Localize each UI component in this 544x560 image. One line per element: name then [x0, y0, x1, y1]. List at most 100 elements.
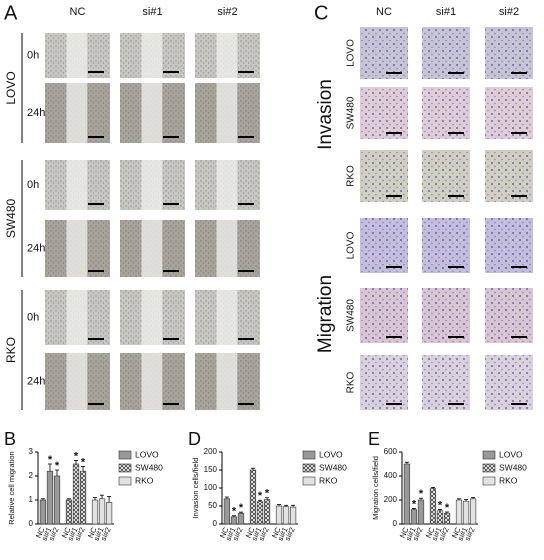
legend-label: LOVO — [319, 449, 343, 459]
y-tick-label: 100 — [204, 483, 218, 492]
bar — [455, 499, 463, 525]
time-label: 0h — [27, 311, 39, 323]
micrograph-texture — [360, 218, 408, 273]
significance-mark: * — [412, 498, 417, 510]
legend-swatch — [302, 476, 316, 486]
legend-label: RKO — [135, 475, 154, 485]
micrograph-texture — [422, 150, 470, 202]
y-tick-label: 0 — [213, 519, 218, 528]
bar — [403, 463, 411, 525]
column-header: si#1 — [436, 6, 456, 18]
cell-line-label: RKO — [346, 165, 357, 187]
section-label: Invasion — [315, 79, 336, 150]
bar — [282, 506, 290, 525]
significance-mark: * — [74, 450, 79, 462]
legend-swatch — [118, 463, 132, 473]
wound-area — [66, 33, 88, 78]
micrograph-texture — [422, 355, 470, 410]
cell-line-label: SW480 — [346, 96, 357, 129]
y-tick-label: 2 — [29, 471, 34, 480]
x-tick-label: NC — [398, 525, 411, 539]
legend-label: LOVO — [499, 449, 523, 459]
y-tick-label: 600 — [384, 447, 398, 456]
bar — [443, 512, 451, 525]
bar — [469, 498, 477, 525]
column-header: si#2 — [217, 6, 237, 18]
x-tick-label: NC — [244, 525, 257, 539]
legend-label: SW480 — [319, 462, 347, 472]
legend-swatch — [302, 450, 316, 460]
wound-area — [216, 220, 238, 277]
y-axis-label: Migration cells/field — [371, 456, 380, 520]
wound-area — [216, 290, 238, 345]
y-tick-label: 1 — [29, 495, 34, 504]
bar — [429, 488, 437, 525]
wound-area — [141, 290, 163, 345]
cell-line-label: LOVO — [346, 231, 357, 259]
wound-area — [66, 220, 88, 277]
significance-mark: * — [258, 490, 263, 502]
bar — [263, 499, 271, 525]
bar — [105, 502, 113, 525]
cell-line-label: SW480 — [346, 299, 357, 332]
wound-area — [216, 83, 238, 143]
micrograph-texture — [360, 27, 408, 79]
legend-swatch — [118, 450, 132, 460]
significance-mark: * — [445, 502, 450, 514]
x-tick-label: NC — [270, 525, 283, 539]
panel-label: C — [314, 2, 328, 24]
micrograph-texture — [422, 27, 470, 79]
bar — [53, 475, 61, 525]
legend-label: SW480 — [135, 462, 163, 472]
cell-line-label: RKO — [4, 337, 18, 363]
wound-area — [141, 83, 163, 143]
x-tick-label: NC — [60, 525, 73, 539]
wound-area — [141, 220, 163, 277]
y-axis-label: Invasion cells/field — [191, 458, 200, 519]
bar — [462, 500, 470, 525]
wound-area — [66, 83, 88, 143]
micrograph-texture — [360, 87, 408, 139]
wound-area — [66, 353, 88, 410]
significance-mark: * — [265, 488, 270, 500]
micrograph-texture — [360, 288, 408, 343]
time-label: 0h — [27, 179, 39, 191]
micrograph-texture — [360, 150, 408, 202]
column-header: NC — [70, 6, 86, 18]
legend-label: RKO — [319, 475, 338, 485]
bar — [417, 499, 425, 525]
wound-area — [66, 160, 88, 210]
legend-swatch — [482, 450, 496, 460]
y-tick-label: 150 — [204, 465, 218, 474]
micrograph-texture — [485, 355, 533, 410]
significance-mark: * — [48, 454, 53, 466]
significance-mark: * — [419, 488, 424, 500]
y-tick-label: 200 — [204, 447, 218, 456]
legend-label: RKO — [499, 475, 518, 485]
wound-area — [216, 160, 238, 210]
column-header: si#1 — [142, 6, 162, 18]
legend-swatch — [118, 476, 132, 486]
y-tick-label: 0 — [29, 519, 34, 528]
x-tick-label: NC — [424, 525, 437, 539]
panel-label: E — [368, 429, 380, 449]
bar — [256, 501, 264, 525]
bar — [223, 498, 231, 525]
micrograph-texture — [422, 218, 470, 273]
x-tick-label: NC — [34, 525, 47, 539]
significance-mark: * — [239, 502, 244, 514]
x-tick-label: NC — [86, 525, 99, 539]
bar — [91, 499, 99, 525]
legend-swatch — [482, 476, 496, 486]
x-tick-label: NC — [218, 525, 231, 539]
wound-area — [141, 33, 163, 78]
time-label: 24h — [27, 375, 45, 387]
y-tick-label: 50 — [208, 501, 217, 510]
bar — [39, 499, 47, 525]
bar — [72, 463, 80, 525]
panel-label: B — [4, 429, 16, 449]
bar — [65, 499, 73, 525]
micrograph-texture — [485, 288, 533, 343]
wound-area — [216, 33, 238, 78]
bar — [79, 470, 87, 525]
